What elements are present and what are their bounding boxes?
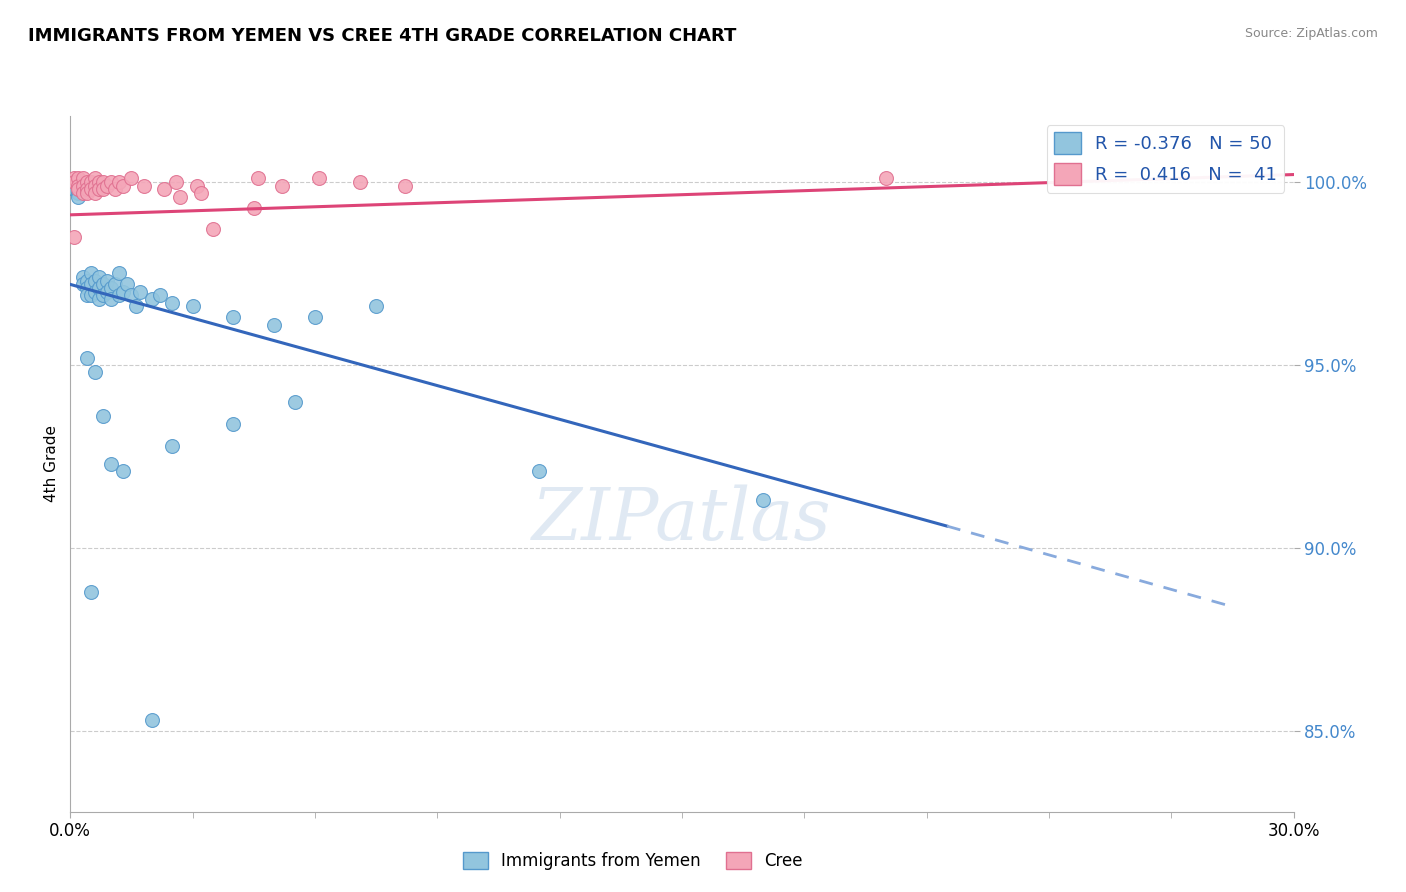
Point (87, 281, 110, 295)
Point (366, 299, 388, 313)
Point (72, 277, 94, 292)
Point (104, 277, 127, 292)
Text: ZIPatlas: ZIPatlas (531, 484, 832, 555)
Point (141, 292, 163, 306)
Point (112, 178, 135, 193)
Point (165, 175, 187, 189)
Point (117, 277, 139, 292)
Point (83, 178, 105, 193)
Point (79, 182, 103, 196)
Point (91, 182, 114, 196)
Point (76, 288, 98, 302)
Point (87, 175, 110, 189)
Point (83, 285, 105, 299)
Point (304, 310, 326, 325)
Point (96, 285, 118, 299)
Point (121, 288, 143, 302)
Point (112, 464, 135, 478)
Point (162, 438, 183, 452)
Point (63, 175, 86, 189)
Point (67, 182, 90, 196)
Point (76, 274, 98, 288)
Point (72, 171, 94, 186)
Point (222, 417, 245, 431)
Point (246, 171, 269, 186)
Point (76, 182, 98, 196)
Point (100, 292, 122, 306)
Point (190, 186, 212, 200)
Point (76, 281, 98, 295)
Point (271, 178, 294, 193)
Point (108, 175, 131, 189)
Point (752, 493, 775, 508)
Point (63, 171, 86, 186)
Point (132, 178, 155, 193)
Point (349, 175, 371, 189)
Point (100, 175, 122, 189)
Y-axis label: 4th Grade: 4th Grade (44, 425, 59, 502)
Point (76, 186, 98, 200)
Point (87, 270, 110, 285)
Point (79, 277, 103, 292)
Point (181, 299, 204, 313)
Point (79, 175, 103, 189)
Point (104, 182, 127, 196)
Point (153, 182, 176, 196)
Point (875, 171, 897, 186)
Point (72, 186, 94, 200)
Point (76, 351, 98, 365)
Point (96, 274, 118, 288)
Point (141, 713, 163, 727)
Point (263, 318, 285, 332)
Point (83, 274, 105, 288)
Point (87, 292, 110, 306)
Point (121, 171, 143, 186)
Text: IMMIGRANTS FROM YEMEN VS CREE 4TH GRADE CORRELATION CHART: IMMIGRANTS FROM YEMEN VS CREE 4TH GRADE … (28, 27, 737, 45)
Point (91, 277, 114, 292)
Point (186, 178, 208, 193)
Point (63, 182, 86, 196)
Point (169, 189, 191, 203)
Point (67, 171, 90, 186)
Point (149, 288, 172, 302)
Point (100, 457, 122, 471)
Point (79, 288, 103, 302)
Point (222, 310, 245, 325)
Point (162, 295, 183, 310)
Legend: Immigrants from Yemen, Cree: Immigrants from Yemen, Cree (457, 845, 810, 877)
Point (67, 189, 90, 203)
Point (76, 175, 98, 189)
Point (124, 299, 146, 313)
Point (67, 178, 90, 193)
Point (83, 365, 105, 379)
Point (72, 178, 94, 193)
Point (128, 285, 150, 299)
Point (91, 288, 114, 302)
Point (96, 178, 118, 193)
Point (112, 285, 135, 299)
Point (394, 178, 416, 193)
Point (108, 267, 131, 281)
Point (202, 222, 225, 236)
Point (91, 409, 114, 424)
Point (284, 394, 307, 409)
Point (243, 201, 266, 215)
Point (67, 186, 90, 200)
Point (72, 270, 94, 285)
Point (91, 175, 114, 189)
Point (83, 186, 105, 200)
Point (529, 464, 551, 478)
Point (83, 171, 105, 186)
Point (308, 171, 330, 186)
Point (87, 182, 110, 196)
Point (63, 229, 86, 244)
Text: Source: ZipAtlas.com: Source: ZipAtlas.com (1244, 27, 1378, 40)
Point (79, 267, 103, 281)
Point (79, 585, 103, 599)
Point (108, 288, 131, 302)
Point (100, 281, 122, 295)
